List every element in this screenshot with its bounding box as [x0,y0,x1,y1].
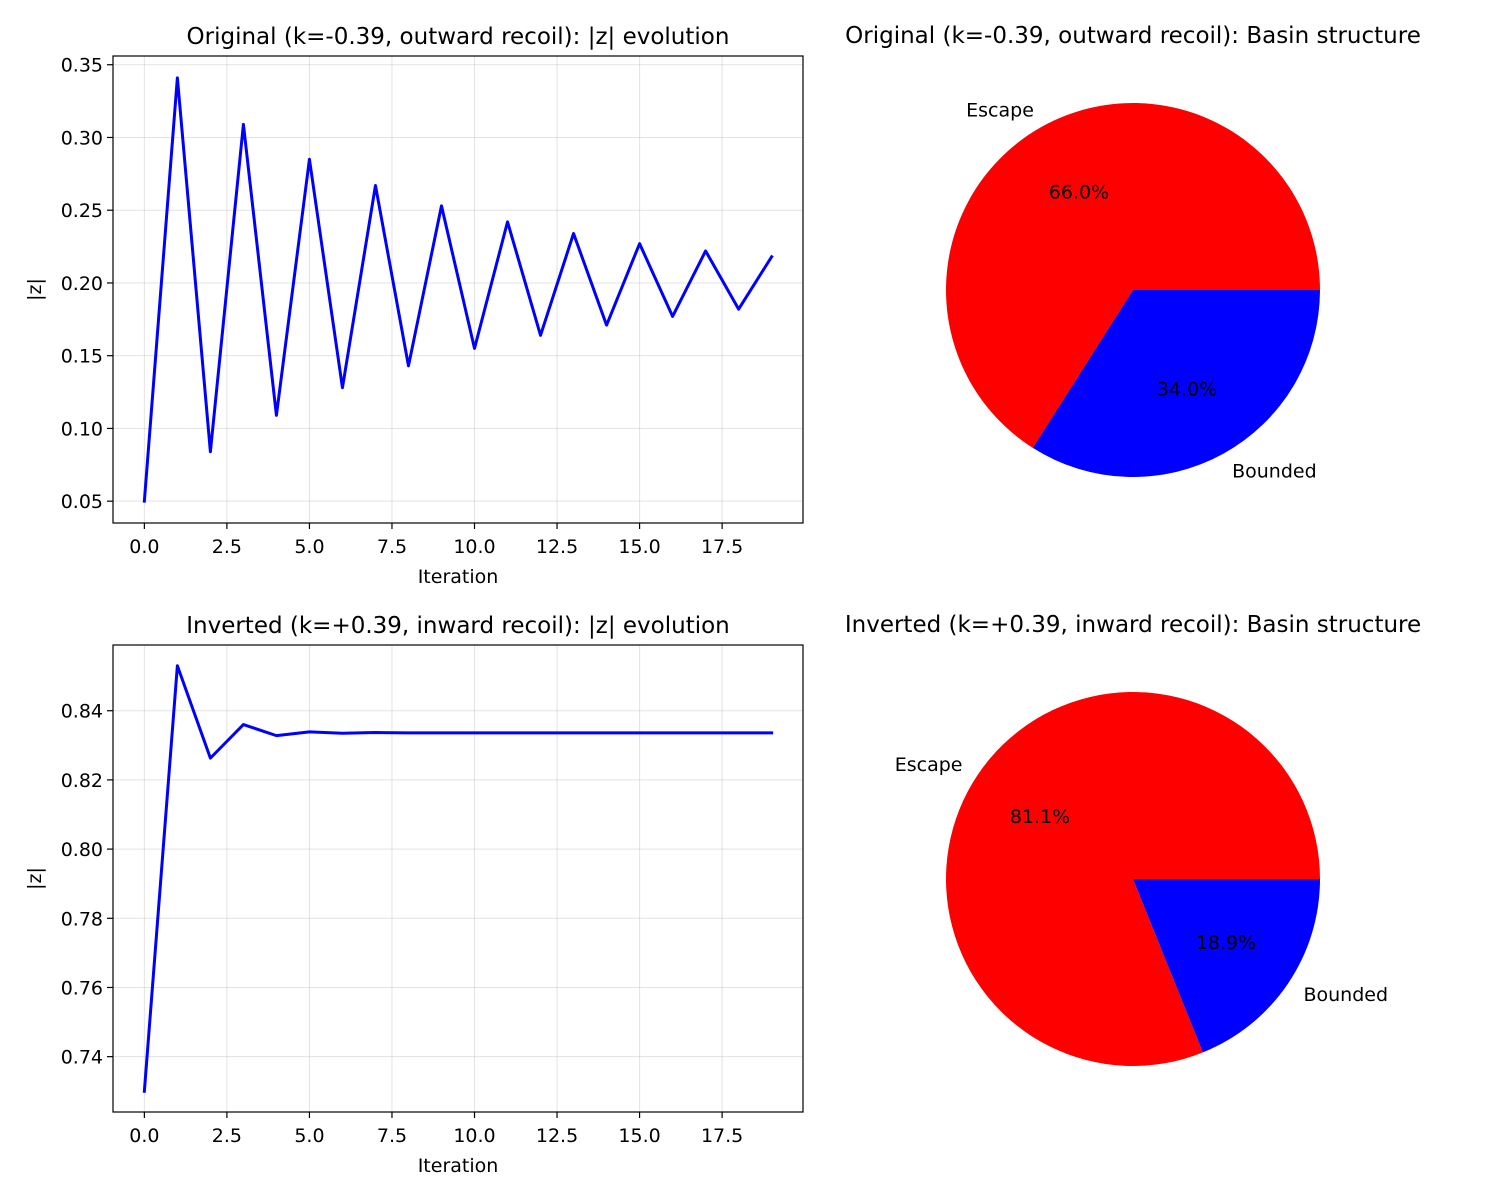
pie-chart-original: Escape 66.0% Bounded 34.0% Original (k=-0.39… [845,23,1421,482]
y-tick-label: 0.10 [61,418,103,440]
data-point [275,414,278,417]
data-point [638,242,641,245]
pie-slice-escape [945,103,1320,448]
pie-label: Escape [966,100,1034,122]
y-axis-label: |z| [24,867,46,890]
axes-frame [112,55,804,524]
x-tick-label: 12.5 [536,1125,578,1147]
data-point [671,315,674,318]
x-tick-label: 5.0 [294,1125,324,1147]
data-point [242,723,245,726]
y-tick-label: 0.30 [61,127,103,149]
data-point [341,386,344,389]
y-tick-label: 0.74 [61,1047,103,1069]
line-chart-inverted: 0.0 2.5 5.0 7.5 10.0 12.5 15.0 17.5 0.74 0.76 0.78… [24,613,804,1177]
data-point [506,731,509,734]
y-axis-label: |z| [24,278,46,301]
data-point [275,734,278,737]
x-tick-label: 2.5 [212,536,242,558]
x-axis-label: Iteration [418,566,499,588]
y-tick-label: 0.80 [61,839,103,861]
x-tick-label: 17.5 [701,536,743,558]
chart-title: Original (k=-0.39, outward recoil): |z| … [187,24,730,50]
x-tick-label: 7.5 [377,1125,407,1147]
data-point [539,731,542,734]
y-tick-label: 0.05 [61,491,103,513]
y-tick-label: 0.84 [61,701,103,723]
data-point [374,184,377,187]
x-tick-label: 10.0 [453,536,495,558]
chart-title: Original (k=-0.39, outward recoil): Basi… [845,23,1421,49]
data-point [473,731,476,734]
x-tick-label: 2.5 [212,1125,242,1147]
series-line [142,664,774,1093]
data-point [143,500,146,503]
series-line [142,76,774,503]
data-point [770,731,773,734]
data-point [770,255,773,258]
data-point [242,123,245,126]
data-point [704,249,707,252]
x-tick-label: 0.0 [129,1125,159,1147]
pie-label: Escape [895,754,963,776]
axes-frame [112,644,804,1113]
data-point [374,731,377,734]
data-point [308,730,311,733]
data-point [605,731,608,734]
x-tick-label: 0.0 [129,536,159,558]
data-point [143,1090,146,1093]
data-point [539,334,542,337]
data-point [440,204,443,207]
data-point [176,664,179,667]
pie-chart-inverted: Escape 81.1% Bounded 18.9% Inverted (k=+0.39… [845,612,1421,1066]
data-point [176,76,179,79]
x-tick-label: 7.5 [377,536,407,558]
data-point [572,731,575,734]
data-point [737,308,740,311]
data-point [407,731,410,734]
data-point [308,158,311,161]
data-point [473,347,476,350]
data-point [209,450,212,453]
pie-slice-bounded [1133,879,1320,1053]
pie-label: Bounded [1232,460,1317,482]
data-point [209,757,212,760]
x-tick-label: 15.0 [618,1125,660,1147]
y-tick-label: 0.78 [61,908,103,930]
data-point [671,731,674,734]
data-point [737,731,740,734]
x-tick-label: 15.0 [618,536,660,558]
x-tick-label: 17.5 [701,1125,743,1147]
data-point [572,232,575,235]
line-chart-original: 0.0 2.5 5.0 7.5 10.0 12.5 15.0 17.5 0.05 0.10 0.15… [24,24,804,588]
pie-percent-label: 18.9% [1196,932,1256,954]
pie-percent-label: 34.0% [1157,378,1217,400]
x-tick-label: 10.0 [453,1125,495,1147]
pie-percent-label: 81.1% [1010,806,1070,828]
x-axis-label: Iteration [418,1155,499,1177]
y-tick-label: 0.82 [61,770,103,792]
pie-label: Bounded [1303,984,1388,1006]
data-point [341,732,344,735]
x-tick-label: 5.0 [294,536,324,558]
y-tick-label: 0.76 [61,977,103,999]
data-point [506,220,509,223]
data-point [605,324,608,327]
data-point [440,731,443,734]
pie-slice-bounded [1032,290,1320,478]
pie-percent-label: 66.0% [1049,182,1109,204]
data-point [704,731,707,734]
x-tick-label: 12.5 [536,536,578,558]
y-tick-label: 0.25 [61,200,103,222]
data-point [407,364,410,367]
chart-title: Inverted (k=+0.39, inward recoil): |z| e… [186,613,730,639]
chart-title: Inverted (k=+0.39, inward recoil): Basin… [845,612,1421,638]
pie-slice-escape [946,691,1320,1066]
y-tick-label: 0.15 [61,346,103,368]
data-point [638,731,641,734]
y-tick-label: 0.35 [61,55,103,77]
y-tick-label: 0.20 [61,273,103,295]
